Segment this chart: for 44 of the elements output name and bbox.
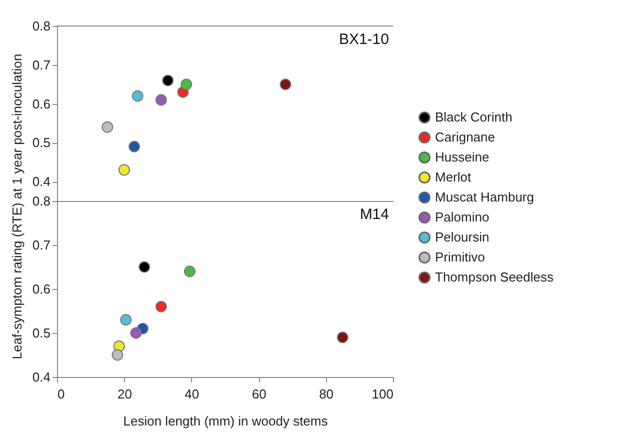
x-tick-label: 20 (117, 386, 132, 402)
y-tick-label: 0.8 (32, 18, 50, 34)
point (155, 300, 167, 312)
y-tick-label: 0.5 (32, 326, 50, 340)
x-tick-label: 40 (184, 386, 200, 402)
legend-label: Palomino (435, 210, 490, 224)
chart-title: M14 (360, 206, 389, 223)
legend-label: Peloursin (435, 230, 490, 244)
x-tick-label: 80 (319, 386, 334, 402)
point (138, 261, 150, 273)
legend-label: Thompson Seedless (435, 270, 554, 284)
y-tick-label: 0.4 (32, 174, 50, 190)
point (132, 90, 144, 102)
point (162, 74, 174, 86)
y-tick-label: 0.6 (32, 96, 50, 112)
y-tick-label: 0.7 (32, 57, 50, 72)
legend-label: Merlot (435, 170, 472, 184)
y-tick-label: 0.8 (32, 194, 50, 208)
x-tick-label: 100 (372, 386, 394, 402)
y-tick-label: 0.4 (32, 370, 50, 384)
x-axis-title: Lesion length (mm) in woody stems (123, 414, 328, 428)
x-tick-label: 0 (58, 386, 65, 402)
legend-label: Muscat Hamburg (435, 190, 534, 204)
legend-label: Black Corinth (435, 110, 512, 124)
point (102, 121, 114, 133)
point (280, 78, 292, 90)
point (336, 332, 348, 344)
point (112, 349, 124, 361)
chart-title: BX1-10 (338, 31, 389, 48)
x-tick-label: 60 (252, 386, 266, 402)
y-axis-title: Leaf-symptom rating (RTE) at 1 year post-inoculation (9, 54, 24, 360)
point (118, 164, 130, 176)
point (155, 94, 167, 106)
point (120, 314, 132, 326)
point (180, 78, 192, 90)
point (130, 327, 142, 339)
legend-label: Primitivo (435, 250, 485, 264)
y-tick-label: 0.5 (32, 135, 50, 150)
y-tick-label: 0.7 (32, 238, 50, 252)
y-tick-label: 0.6 (32, 282, 50, 296)
legend-label: Carignane (435, 130, 495, 144)
point (128, 140, 140, 152)
legend-label: Husseine (435, 150, 490, 164)
point (184, 266, 196, 278)
